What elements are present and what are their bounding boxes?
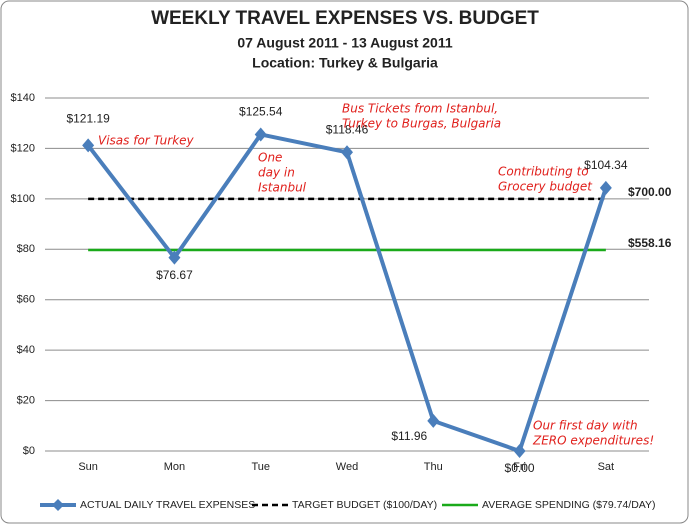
- annotation: ZERO expenditures!: [532, 434, 654, 448]
- data-point: [341, 145, 353, 160]
- data-point: [254, 127, 267, 142]
- annotation: One: [258, 151, 282, 165]
- value-label: $121.19: [66, 112, 110, 126]
- annotation: Bus Tickets from Istanbul,: [342, 102, 498, 116]
- annotation: Our first day with: [533, 419, 638, 433]
- y-tick-label: $120: [11, 142, 35, 154]
- annotation: Istanbul: [258, 181, 307, 195]
- legend-label: AVERAGE SPENDING ($79.74/DAY): [482, 499, 656, 511]
- y-tick-label: $100: [11, 193, 35, 205]
- y-tick-label: $0: [23, 445, 35, 457]
- line-end-label: $558.16: [628, 236, 672, 250]
- x-tick-label: Sat: [598, 461, 615, 473]
- x-tick-label: Mon: [164, 461, 185, 473]
- chart-location: Location: Turkey & Bulgaria: [252, 55, 438, 71]
- value-label: $104.34: [584, 158, 628, 172]
- data-point: [168, 250, 181, 265]
- data-point: [427, 413, 440, 428]
- value-label: $125.54: [239, 105, 283, 119]
- y-tick-label: $40: [17, 344, 35, 356]
- annotation: Visas for Turkey: [98, 134, 195, 148]
- data-point: [513, 444, 526, 458]
- chart-subtitle: 07 August 2011 - 13 August 2011: [237, 35, 452, 51]
- x-tick-label: Fri: [513, 461, 526, 473]
- annotation: Contributing to: [498, 165, 589, 179]
- x-tick-label: Tue: [251, 461, 270, 473]
- value-label: $11.96: [391, 429, 427, 443]
- value-label: $76.67: [156, 268, 193, 282]
- legend-label: TARGET BUDGET ($100/DAY): [292, 499, 437, 511]
- x-tick-label: Thu: [424, 461, 443, 473]
- annotation: Grocery budget: [498, 180, 593, 194]
- y-tick-label: $60: [17, 294, 35, 306]
- y-tick-label: $140: [11, 92, 35, 104]
- legend-marker: [52, 499, 64, 511]
- x-tick-label: Sun: [78, 461, 98, 473]
- data-point: [82, 138, 95, 153]
- value-label: $0.00: [505, 461, 535, 475]
- data-point: [599, 180, 612, 195]
- line-end-label: $700.00: [628, 185, 672, 199]
- legend-label: ACTUAL DAILY TRAVEL EXPENSES: [80, 499, 255, 511]
- y-tick-label: $20: [17, 394, 35, 406]
- annotation: Turkey to Burgas, Bulgaria: [342, 117, 501, 131]
- chart-title: WEEKLY TRAVEL EXPENSES VS. BUDGET: [151, 8, 539, 29]
- annotation: day in: [258, 166, 295, 180]
- value-label: $118.46: [326, 122, 369, 136]
- x-tick-label: Wed: [336, 461, 358, 473]
- y-tick-label: $80: [17, 243, 35, 255]
